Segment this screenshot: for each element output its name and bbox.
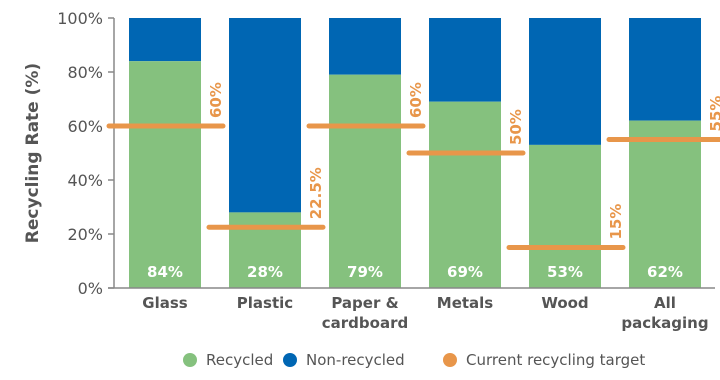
bar-value-label: 84%	[147, 263, 183, 281]
bar-value-label: 69%	[447, 263, 483, 281]
bar-recycled	[329, 74, 401, 288]
legend-marker-target	[443, 353, 457, 367]
legend-label: Recycled	[206, 351, 273, 369]
bar-recycled	[629, 120, 701, 288]
legend-marker-recycled	[183, 353, 197, 367]
bar-non-recycled	[229, 18, 301, 213]
target-value-label: 22.5%	[307, 167, 325, 219]
bar-recycled	[429, 101, 501, 288]
bar-non-recycled	[129, 18, 201, 62]
category-label: Plastic	[237, 294, 293, 312]
y-tick-label: 100%	[57, 9, 103, 28]
category-label: All	[654, 294, 676, 312]
y-tick-label: 40%	[67, 171, 103, 190]
y-tick-label: 0%	[78, 279, 103, 298]
legend-label: Current recycling target	[466, 351, 645, 369]
bar-non-recycled	[529, 18, 601, 145]
category-label: Wood	[541, 294, 588, 312]
category-label: Paper &	[331, 294, 398, 312]
target-value-label: 55%	[707, 96, 720, 132]
category-label: cardboard	[322, 314, 408, 332]
bar-value-label: 62%	[647, 263, 683, 281]
y-tick-label: 80%	[67, 63, 103, 82]
y-axis-title: Recycling Rate (%)	[23, 63, 43, 243]
bar-recycled	[129, 61, 201, 289]
category-label: packaging	[621, 314, 708, 332]
category-label: Glass	[142, 294, 188, 312]
target-value-label: 60%	[207, 82, 225, 118]
legend-marker-non-recycled	[283, 353, 297, 367]
bar-value-label: 28%	[247, 263, 283, 281]
target-value-label: 60%	[407, 82, 425, 118]
y-tick-label: 20%	[67, 225, 103, 244]
bar-value-label: 79%	[347, 263, 383, 281]
category-label: Metals	[437, 294, 494, 312]
bar-value-label: 53%	[547, 263, 583, 281]
legend-label: Non-recycled	[306, 351, 405, 369]
y-tick-label: 60%	[67, 117, 103, 136]
bar-non-recycled	[329, 18, 401, 75]
target-value-label: 50%	[507, 109, 525, 145]
target-value-label: 15%	[607, 204, 625, 240]
bar-non-recycled	[629, 18, 701, 121]
bar-non-recycled	[429, 18, 501, 102]
bar-recycled	[529, 144, 601, 288]
